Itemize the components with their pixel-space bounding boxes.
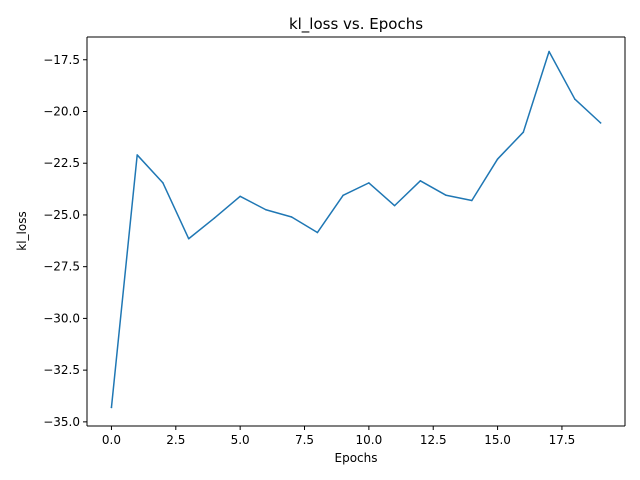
y-tick-label: −17.5	[43, 53, 80, 67]
y-tick-label: −32.5	[43, 363, 80, 377]
x-axis-label: Epochs	[335, 451, 378, 465]
plot-area	[87, 37, 625, 426]
data-point	[393, 204, 396, 207]
series-line	[110, 50, 602, 409]
x-tick-label: 5.0	[231, 433, 250, 447]
y-tick-label: −20.0	[43, 104, 80, 118]
x-tick-label: 12.5	[420, 433, 447, 447]
y-tick-label: −25.0	[43, 208, 80, 222]
data-point	[342, 194, 344, 197]
x-tick-label: 2.5	[166, 433, 185, 447]
data-point	[574, 98, 576, 100]
y-axis-label: kl_loss	[15, 211, 29, 250]
x-tick-label: 17.5	[549, 433, 576, 447]
y-tick-label: −22.5	[43, 156, 80, 170]
data-points	[110, 50, 602, 409]
data-point	[187, 237, 190, 240]
y-tick-label: −35.0	[43, 415, 80, 429]
x-tick-label: 7.5	[295, 433, 314, 447]
x-tick-label: 15.0	[484, 433, 511, 447]
data-point	[548, 50, 550, 53]
data-point	[496, 158, 499, 160]
chart-title: kl_loss vs. Epochs	[289, 15, 423, 34]
data-point	[265, 209, 267, 211]
y-axis-ticks: −35.0 −32.5 −30.0 −27.5 −25.0 −22.5 −20.0 −17.5	[43, 53, 87, 429]
data-point	[162, 182, 164, 184]
x-axis-ticks: 0.0 2.5 5.0 7.5 10.0 12.5 15.0 17.5	[102, 426, 575, 447]
data-point	[368, 182, 370, 184]
data-point	[316, 231, 319, 234]
data-point	[419, 180, 422, 182]
data-point	[445, 194, 447, 197]
data-point	[599, 122, 602, 124]
data-point	[213, 217, 216, 219]
data-point	[110, 406, 113, 409]
data-point	[471, 199, 473, 202]
data-point	[522, 131, 525, 133]
y-tick-label: −30.0	[43, 311, 80, 325]
x-tick-label: 10.0	[356, 433, 383, 447]
data-point	[136, 154, 138, 156]
y-tick-label: −27.5	[43, 260, 80, 274]
axes-frame	[86, 36, 626, 427]
x-tick-label: 0.0	[102, 433, 121, 447]
data-point	[239, 195, 241, 198]
data-point	[290, 216, 293, 218]
